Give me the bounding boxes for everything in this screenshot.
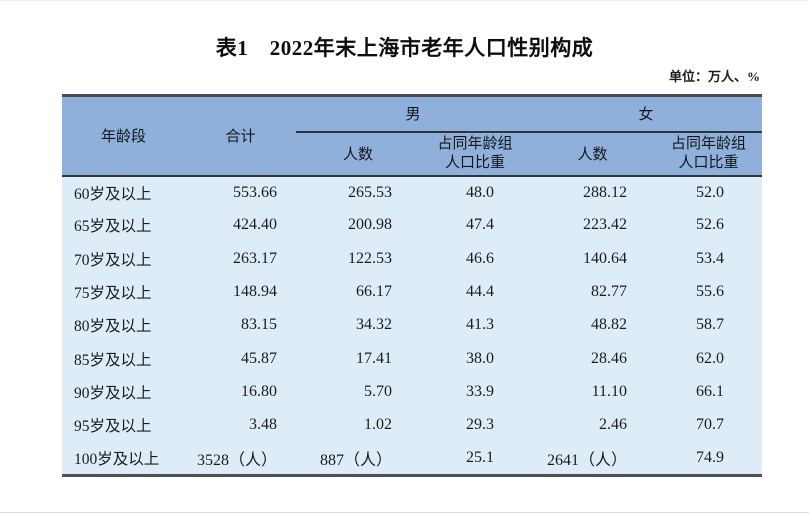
cell-total: 553.66 bbox=[185, 175, 296, 209]
table-title: 表1 2022年末上海市老年人口性别构成 bbox=[215, 36, 594, 60]
cell-total: 3.48 bbox=[185, 408, 296, 442]
cell-male-share: 25.1 bbox=[420, 441, 531, 476]
cell-female-share: 52.6 bbox=[655, 208, 763, 243]
cell-male-count: 5.70 bbox=[296, 375, 420, 409]
cell-total: 148.94 bbox=[185, 275, 296, 309]
cell-male-count: 265.53 bbox=[296, 175, 420, 209]
cell-male-count: 200.98 bbox=[296, 208, 420, 243]
cell-age: 65岁及以上 bbox=[62, 208, 185, 243]
cell-male-count: 17.41 bbox=[296, 341, 420, 376]
cell-male-count: 1.02 bbox=[296, 408, 420, 442]
cell-total: 45.87 bbox=[185, 341, 296, 376]
table-row: 85岁及以上 45.87 17.41 38.0 28.46 62.0 bbox=[62, 341, 763, 376]
column-header-male-count: 人数 bbox=[296, 131, 420, 177]
cell-male-share: 29.3 bbox=[420, 408, 531, 442]
column-header-female-share: 占同年龄组 人口比重 bbox=[655, 131, 763, 177]
cell-female-count: 140.64 bbox=[530, 242, 656, 276]
cell-female-share: 66.1 bbox=[655, 375, 763, 409]
column-header-female: 女 bbox=[530, 95, 763, 133]
cell-female-count: 2.46 bbox=[530, 408, 656, 442]
cell-male-count: 66.17 bbox=[296, 275, 420, 309]
cell-male-share: 33.9 bbox=[420, 375, 531, 409]
cell-age: 70岁及以上 bbox=[62, 242, 185, 276]
column-header-female-count: 人数 bbox=[530, 131, 656, 177]
cell-female-share: 52.0 bbox=[655, 175, 763, 209]
column-header-age: 年龄段 bbox=[62, 95, 185, 177]
column-header-male-share: 占同年龄组 人口比重 bbox=[420, 131, 531, 177]
cell-male-count: 34.32 bbox=[296, 308, 420, 342]
cell-age: 95岁及以上 bbox=[62, 408, 185, 442]
table-row: 75岁及以上 148.94 66.17 44.4 82.77 55.6 bbox=[62, 275, 763, 309]
cell-female-count: 11.10 bbox=[530, 375, 656, 409]
header-row-top: 年龄段 合计 男 女 bbox=[62, 95, 763, 177]
cell-female-count: 48.82 bbox=[530, 308, 656, 342]
cell-female-count: 2641（人） bbox=[530, 441, 656, 476]
cell-female-count: 223.42 bbox=[530, 208, 656, 243]
cell-male-share: 46.6 bbox=[420, 242, 531, 276]
cell-female-count: 288.12 bbox=[530, 175, 656, 209]
cell-total: 83.15 bbox=[185, 308, 296, 342]
column-header-male: 男 bbox=[296, 95, 531, 133]
cell-male-share: 41.3 bbox=[420, 308, 531, 342]
cell-female-share: 70.7 bbox=[655, 408, 763, 442]
table-row: 80岁及以上 83.15 34.32 41.3 48.82 58.7 bbox=[62, 308, 763, 342]
cell-male-count: 122.53 bbox=[296, 242, 420, 276]
table-row: 100岁及以上 3528（人） 887（人） 25.1 2641（人） 74.9 bbox=[62, 441, 763, 476]
table-row: 60岁及以上 553.66 265.53 48.0 288.12 52.0 bbox=[62, 175, 763, 209]
column-header-total: 合计 bbox=[185, 95, 296, 177]
cell-total: 3528（人） bbox=[185, 441, 296, 476]
cell-female-count: 28.46 bbox=[530, 341, 656, 376]
table-row: 90岁及以上 16.80 5.70 33.9 11.10 66.1 bbox=[62, 375, 763, 409]
cell-male-share: 38.0 bbox=[420, 341, 531, 376]
unit-note: 单位：万人、% bbox=[668, 69, 760, 84]
population-gender-table: 年龄段 合计 男 女 人数 占同年龄组 人口比重 人数 占同年龄组 人口比重 6… bbox=[62, 94, 763, 477]
cell-total: 16.80 bbox=[185, 375, 296, 409]
cell-age: 60岁及以上 bbox=[62, 175, 185, 209]
cell-female-share: 62.0 bbox=[655, 341, 763, 376]
table-body: 60岁及以上 553.66 265.53 48.0 288.12 52.0 65… bbox=[62, 175, 763, 476]
cell-male-share: 48.0 bbox=[420, 175, 531, 209]
cell-total: 424.40 bbox=[185, 208, 296, 243]
cell-age: 100岁及以上 bbox=[62, 441, 185, 476]
cell-female-share: 74.9 bbox=[655, 441, 763, 476]
cell-female-share: 58.7 bbox=[655, 308, 763, 342]
cell-male-share: 47.4 bbox=[420, 208, 531, 243]
cell-male-share: 44.4 bbox=[420, 275, 531, 309]
cell-male-count: 887（人） bbox=[296, 441, 420, 476]
cell-female-share: 55.6 bbox=[655, 275, 763, 309]
cell-age: 75岁及以上 bbox=[62, 275, 185, 309]
cell-total: 263.17 bbox=[185, 242, 296, 276]
table-row: 70岁及以上 263.17 122.53 46.6 140.64 53.4 bbox=[62, 242, 763, 276]
table-header: 年龄段 合计 男 女 人数 占同年龄组 人口比重 人数 占同年龄组 人口比重 bbox=[62, 95, 763, 177]
cell-age: 85岁及以上 bbox=[62, 341, 185, 376]
cell-age: 90岁及以上 bbox=[62, 375, 185, 409]
table-row: 95岁及以上 3.48 1.02 29.3 2.46 70.7 bbox=[62, 408, 763, 442]
header-row-sub: 人数 占同年龄组 人口比重 人数 占同年龄组 人口比重 bbox=[62, 131, 763, 177]
cell-age: 80岁及以上 bbox=[62, 308, 185, 342]
cell-female-count: 82.77 bbox=[530, 275, 656, 309]
table-row: 65岁及以上 424.40 200.98 47.4 223.42 52.6 bbox=[62, 208, 763, 243]
cell-female-share: 53.4 bbox=[655, 242, 763, 276]
